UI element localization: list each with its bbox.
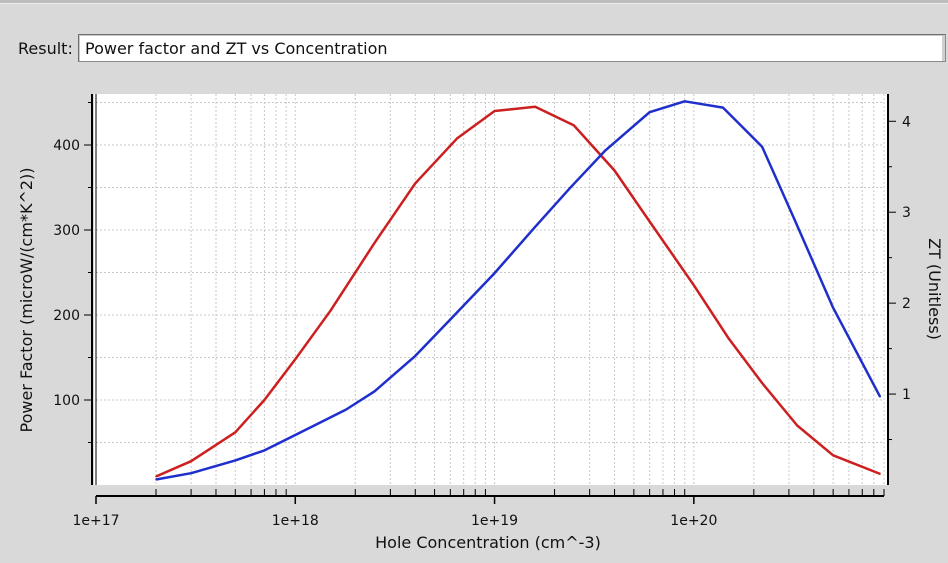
series-2-point	[722, 106, 724, 109]
power-factor-zt-chart: 1e+17 1e+18 1e+19 1e+20 100 200 300 400 1 2 3 4 Hol…	[17, 94, 944, 552]
y-tick-label: 200	[53, 308, 80, 324]
x-tick-label: 1e+19	[471, 513, 518, 529]
x-tick-label: 1e+18	[272, 513, 319, 529]
series-1-point	[414, 182, 417, 185]
series-2-point	[155, 478, 157, 481]
series-1-point	[832, 454, 834, 457]
series-1-point	[761, 382, 763, 384]
series-2-point	[190, 472, 192, 474]
chart-area: 1e+17 1e+18 1e+19 1e+20 100 200 300 400 1 2 3 4 Hol…	[0, 78, 948, 559]
series-2-point	[373, 390, 376, 393]
series-2-point	[569, 186, 572, 189]
series-line-2	[155, 100, 882, 481]
series-2-point	[879, 395, 881, 398]
series-1-point	[493, 110, 496, 112]
result-select-edge[interactable]	[942, 35, 945, 61]
y2-tick-label: 1	[902, 387, 911, 403]
series-2-point	[449, 318, 452, 321]
y-tick-label: 400	[53, 138, 80, 154]
series-2-point	[294, 434, 297, 436]
series-1-point	[190, 460, 192, 463]
result-select[interactable]: Power factor and ZT vs Concentration	[78, 34, 946, 62]
series-2-point	[648, 111, 651, 113]
series-1-point	[234, 431, 237, 434]
series-1-point	[796, 424, 798, 427]
series-2-point	[493, 272, 496, 274]
y-tick-label: 100	[53, 393, 80, 409]
y2-tick-label: 4	[902, 114, 911, 130]
series-1-point	[693, 284, 695, 287]
series-2-point	[832, 306, 834, 309]
x-tick-label: 1e+20	[670, 513, 717, 529]
series-2-point	[414, 355, 417, 357]
y2-axis-label: ZT (Unitless)	[925, 238, 944, 340]
result-select-value: Power factor and ZT vs Concentration	[85, 39, 388, 58]
series-1-point	[613, 169, 616, 172]
series-2-point	[793, 218, 796, 221]
series-1-point	[456, 137, 459, 139]
series-2-point	[234, 459, 237, 462]
series-1-point	[373, 241, 376, 244]
window-top-edge	[0, 0, 948, 4]
series-1-point	[728, 338, 730, 340]
series-2-point	[534, 225, 537, 228]
result-label: Result:	[18, 39, 73, 58]
x-tick-label: 1e+17	[72, 513, 119, 529]
y2-tick-label: 2	[902, 296, 911, 312]
plot-background	[94, 94, 888, 485]
series-1-point	[648, 220, 651, 223]
series-1-point	[294, 358, 297, 361]
series-2-point	[683, 100, 686, 103]
series-2-point	[604, 149, 607, 152]
y-axis-label: Power Factor (microW/(cm*K^2))	[17, 167, 36, 432]
x-axis-label: Hole Concentration (cm^-3)	[375, 533, 601, 552]
series-1-point	[879, 473, 881, 475]
series-2-point	[345, 408, 347, 411]
result-selector-row: Result: Power factor and ZT vs Concentra…	[0, 34, 948, 64]
series-1-point	[263, 399, 266, 401]
series-1-point	[155, 475, 157, 478]
y-tick-label: 300	[53, 223, 80, 239]
series-line-1	[155, 105, 881, 478]
series-layer	[155, 100, 882, 481]
grid-lines	[95, 94, 885, 485]
series-2-point	[263, 449, 266, 452]
series-1-point	[534, 105, 537, 108]
series-1-point	[573, 124, 575, 127]
y2-tick-label: 3	[902, 205, 911, 221]
axis-ticks: 1e+17 1e+18 1e+19 1e+20 100 200 300 400 1 2 3 4	[53, 102, 911, 529]
series-1-point	[329, 309, 332, 312]
series-2-point	[761, 145, 763, 148]
